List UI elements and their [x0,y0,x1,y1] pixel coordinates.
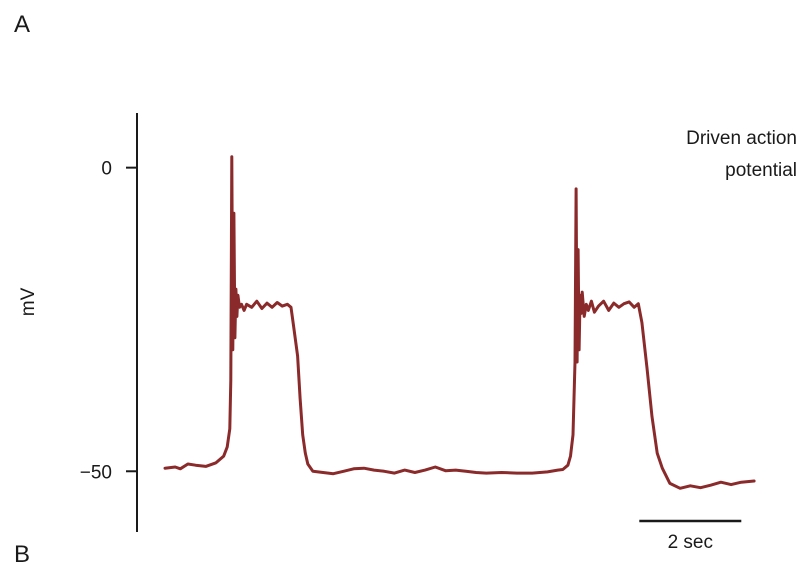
y-ticks: 0 −50 [80,159,137,483]
y-tick-label: −50 [80,462,112,483]
panel-label-a: A [14,11,30,38]
time-scale-bar-label: 2 sec [668,532,713,553]
annotation-line-1: Driven action [686,128,797,149]
y-axis-label: mV [18,287,39,316]
y-tick-label: 0 [101,159,112,180]
membrane-potential-trace [163,155,756,490]
panel-label-b: B [14,541,30,568]
annotation-line-2: potential [725,160,797,181]
